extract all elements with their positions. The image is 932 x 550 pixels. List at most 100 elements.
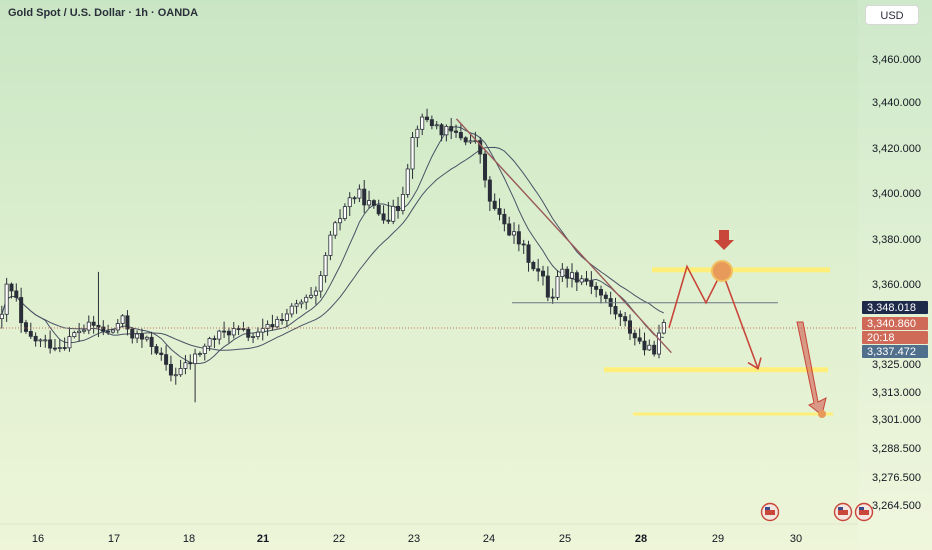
candle xyxy=(338,218,343,224)
us-flag-icon xyxy=(838,510,848,515)
candle xyxy=(512,231,517,236)
x-tick-label: 21 xyxy=(257,533,269,545)
price-badge xyxy=(862,345,928,358)
candle xyxy=(304,296,309,303)
candle xyxy=(425,116,430,121)
y-tick-label: 3,400.000 xyxy=(872,188,921,200)
x-tick-label: 22 xyxy=(333,533,345,545)
us-flag-canton xyxy=(838,507,843,510)
candle xyxy=(212,338,217,340)
candle xyxy=(48,339,53,349)
candle xyxy=(468,140,473,143)
moving-average-slow xyxy=(1,146,665,351)
candle xyxy=(106,330,111,333)
candle xyxy=(507,223,512,236)
us-flag-icon xyxy=(765,510,775,515)
candle xyxy=(342,206,347,220)
price-scale[interactable] xyxy=(858,0,932,550)
candle xyxy=(173,374,178,377)
candle xyxy=(323,255,328,277)
candle xyxy=(497,208,502,215)
candle xyxy=(386,219,391,222)
candle xyxy=(420,116,425,130)
candle xyxy=(236,328,241,330)
candle xyxy=(52,347,57,350)
us-flag-canton xyxy=(765,507,770,510)
candle xyxy=(618,313,623,318)
candle xyxy=(241,328,246,331)
candle xyxy=(217,330,222,340)
candle xyxy=(159,352,164,356)
candle xyxy=(164,354,169,365)
candle xyxy=(637,337,642,342)
candle xyxy=(376,204,381,215)
price-badge-label: 3,348.018 xyxy=(867,302,916,314)
candle xyxy=(168,363,173,376)
candle xyxy=(260,328,265,333)
candle xyxy=(642,340,647,351)
candle xyxy=(289,305,294,315)
us-flag-canton xyxy=(859,507,864,510)
candle xyxy=(632,332,637,339)
candle xyxy=(309,294,314,298)
candle xyxy=(516,231,521,245)
candle xyxy=(207,338,212,347)
candle xyxy=(449,126,454,132)
candle xyxy=(294,303,299,307)
candle xyxy=(362,188,367,206)
y-tick-label: 3,380.000 xyxy=(872,234,921,246)
y-tick-label: 3,264.500 xyxy=(872,500,921,512)
candle xyxy=(396,205,401,212)
candle xyxy=(400,194,405,212)
candle xyxy=(526,244,531,263)
candle xyxy=(135,333,140,339)
candle xyxy=(555,276,560,298)
x-tick-label: 30 xyxy=(790,533,802,545)
candle xyxy=(270,324,275,328)
price-badge-label: 3,340.860 xyxy=(867,318,916,330)
candle xyxy=(502,213,507,225)
support-zone xyxy=(604,367,828,373)
candle xyxy=(487,179,492,202)
us-flag-icon xyxy=(859,510,869,515)
candle xyxy=(328,234,333,256)
candle xyxy=(193,353,198,365)
candle xyxy=(43,339,48,342)
candle xyxy=(144,336,149,340)
candle xyxy=(492,200,497,209)
candle xyxy=(352,197,357,200)
candle xyxy=(623,316,628,322)
y-tick-label: 3,440.000 xyxy=(872,97,921,109)
candle xyxy=(570,272,575,279)
candle xyxy=(67,336,72,349)
candle xyxy=(4,283,9,315)
candle xyxy=(439,124,444,136)
x-tick-label: 23 xyxy=(408,533,420,545)
candle xyxy=(28,331,33,337)
x-tick-label: 24 xyxy=(483,533,495,545)
price-badge-label: 3,337.472 xyxy=(867,346,916,358)
candle xyxy=(454,130,459,133)
candle xyxy=(183,362,188,369)
candle xyxy=(415,128,420,138)
candle xyxy=(318,275,323,292)
y-tick-label: 3,288.500 xyxy=(872,443,921,455)
candle xyxy=(347,197,352,208)
candle xyxy=(541,270,546,277)
y-tick-label: 3,360.000 xyxy=(872,279,921,291)
candle xyxy=(86,321,91,331)
candle xyxy=(255,331,260,337)
y-tick-label: 3,420.000 xyxy=(872,143,921,155)
projected-path xyxy=(668,264,759,369)
target-zone xyxy=(633,412,833,416)
resistance-target-circle xyxy=(711,259,733,282)
candle xyxy=(458,132,463,139)
y-tick-label: 3,276.500 xyxy=(872,472,921,484)
candle xyxy=(72,332,77,338)
candle xyxy=(371,200,376,206)
currency-selector[interactable]: USD xyxy=(865,5,919,25)
candle xyxy=(333,222,338,236)
chart-title: Gold Spot / U.S. Dollar · 1h · OANDA xyxy=(8,7,199,19)
